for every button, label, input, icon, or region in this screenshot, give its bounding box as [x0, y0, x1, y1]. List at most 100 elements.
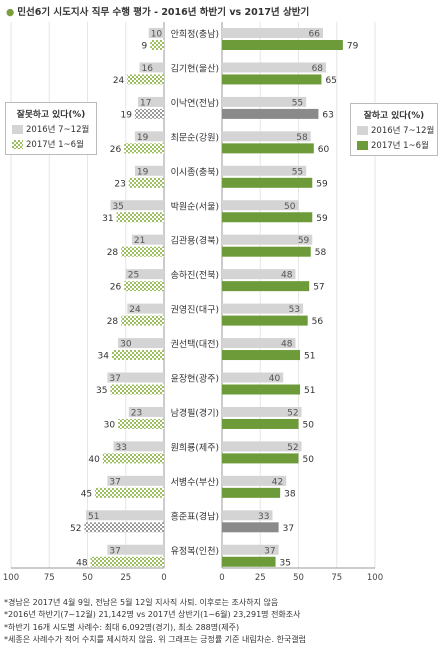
data-label-positive-2017: 59	[316, 179, 328, 189]
bar-positive-2017	[222, 246, 311, 257]
data-label-negative-2016: 19	[137, 167, 149, 177]
bar-positive-2017	[222, 281, 310, 292]
legend-left: 잘못하고 있다(%) 2016년 7~12월 2017년 1~6월	[5, 102, 97, 155]
data-label-negative-2017: 52	[70, 524, 81, 534]
bar-negative-2016	[125, 269, 164, 280]
chart-title: ● 민선6기 시도지사 직무 수행 평가 - 2016년 하반기 vs 2017년…	[6, 4, 309, 18]
bar-negative-2016	[127, 303, 164, 314]
bar-negative-2017	[111, 350, 164, 361]
bar-negative-2017	[121, 246, 164, 257]
category-label: 김관용(경북)	[171, 235, 219, 247]
data-label-positive-2016: 52	[287, 443, 298, 453]
bullet-icon: ●	[6, 7, 15, 18]
category-label: 이낙연(전남)	[171, 98, 219, 109]
data-label-positive-2016: 52	[287, 408, 298, 418]
bar-negative-2017	[116, 212, 164, 223]
data-label-negative-2017: 48	[76, 558, 88, 568]
bar-negative-2017	[128, 177, 164, 188]
data-label-positive-2017: 59	[316, 214, 328, 224]
data-label-negative-2016: 24	[129, 305, 141, 315]
bar-positive-2016	[222, 475, 287, 486]
data-label-negative-2017: 26	[110, 145, 122, 155]
data-label-positive-2017: 79	[347, 42, 359, 52]
data-label-positive-2016: 37	[264, 546, 275, 556]
data-label-positive-2017: 37	[283, 524, 294, 534]
tick-label-right: 25	[255, 573, 266, 583]
tick-label-left: 100	[3, 573, 19, 583]
tick-label-right: 75	[331, 573, 342, 583]
data-label-negative-2016: 25	[128, 271, 139, 281]
bar-negative-2017	[134, 108, 164, 119]
footnote-1: *경남은 2017년 4월 9일, 전남은 5월 12일 지사직 사퇴. 이후로…	[4, 598, 279, 607]
bar-negative-2017	[121, 315, 164, 326]
data-label-positive-2017: 65	[325, 76, 336, 86]
category-label: 김기현(울산)	[171, 62, 219, 74]
data-label-negative-2017: 26	[110, 283, 122, 293]
bar-positive-2016	[222, 406, 302, 417]
data-label-negative-2017: 28	[107, 317, 119, 327]
bar-positive-2017	[222, 108, 319, 119]
bar-positive-2017	[222, 177, 313, 188]
data-label-positive-2017: 51	[304, 352, 315, 362]
bar-negative-2016	[107, 475, 164, 486]
category-label: 윤장현(광주)	[171, 373, 219, 385]
data-label-negative-2016: 37	[109, 477, 120, 487]
legend-left-label-2016: 2016년 7~12월	[26, 125, 90, 135]
bar-negative-2016	[113, 441, 164, 452]
bar-negative-2016	[118, 338, 164, 349]
bar-positive-2017	[222, 315, 308, 326]
bar-negative-2017	[84, 522, 164, 533]
bar-positive-2016	[222, 303, 304, 314]
bar-positive-2016	[222, 441, 302, 452]
data-label-negative-2017: 34	[98, 352, 110, 362]
data-label-negative-2016: 19	[137, 133, 149, 143]
bar-negative-2016	[107, 544, 164, 555]
data-label-negative-2016: 30	[120, 340, 132, 350]
legend-swatch-green	[357, 140, 368, 150]
data-label-negative-2017: 30	[104, 420, 116, 430]
data-label-negative-2017: 23	[114, 179, 125, 189]
bar-positive-2017	[222, 212, 313, 223]
category-label: 송하진(전북)	[171, 270, 219, 281]
bar-negative-2016	[85, 510, 164, 521]
data-label-positive-2016: 55	[292, 167, 303, 177]
bar-negative-2017	[118, 418, 164, 429]
legend-swatch-gray	[12, 124, 23, 134]
bar-positive-2017	[222, 453, 299, 464]
data-label-positive-2016: 59	[298, 236, 310, 246]
category-label: 권선택(대전)	[171, 338, 219, 350]
bar-positive-2017	[222, 143, 314, 154]
legend-swatch-checker	[12, 139, 23, 149]
data-label-positive-2016: 48	[281, 340, 293, 350]
data-label-positive-2017: 56	[312, 317, 324, 327]
data-label-positive-2016: 68	[312, 64, 324, 74]
data-label-negative-2017: 19	[120, 110, 132, 120]
data-label-negative-2016: 23	[131, 408, 142, 418]
data-label-positive-2016: 58	[296, 133, 308, 143]
data-label-positive-2017: 60	[318, 145, 330, 155]
data-label-positive-2017: 57	[313, 283, 324, 293]
bar-negative-2016	[134, 131, 164, 142]
data-label-positive-2017: 38	[284, 489, 296, 499]
legend-left-title: 잘못하고 있다(%)	[16, 110, 86, 120]
data-label-negative-2017: 28	[107, 248, 119, 258]
data-label-negative-2016: 37	[109, 546, 120, 556]
data-label-positive-2016: 50	[284, 202, 296, 212]
legend-right-item-2017: 2017년 1~6월	[357, 139, 431, 151]
data-label-positive-2016: 40	[269, 374, 281, 384]
bar-positive-2016	[222, 510, 273, 521]
bar-negative-2016	[110, 200, 164, 211]
tick-label-left: 50	[82, 573, 93, 583]
bar-negative-2017	[124, 281, 164, 292]
tick-label-right: 100	[367, 573, 383, 583]
bar-negative-2016	[107, 372, 164, 383]
data-label-positive-2017: 51	[304, 386, 315, 396]
data-label-negative-2017: 24	[113, 76, 125, 86]
data-label-negative-2016: 37	[109, 374, 120, 384]
legend-right: 잘하고 있다(%) 2016년 7~12월 2017년 1~6월	[350, 103, 438, 156]
data-label-negative-2017: 31	[102, 214, 113, 224]
data-label-negative-2017: 9	[141, 42, 147, 52]
data-label-positive-2017: 58	[315, 248, 327, 258]
chart-title-text: 민선6기 시도지사 직무 수행 평가 - 2016년 하반기 vs 2017년 …	[17, 7, 310, 18]
